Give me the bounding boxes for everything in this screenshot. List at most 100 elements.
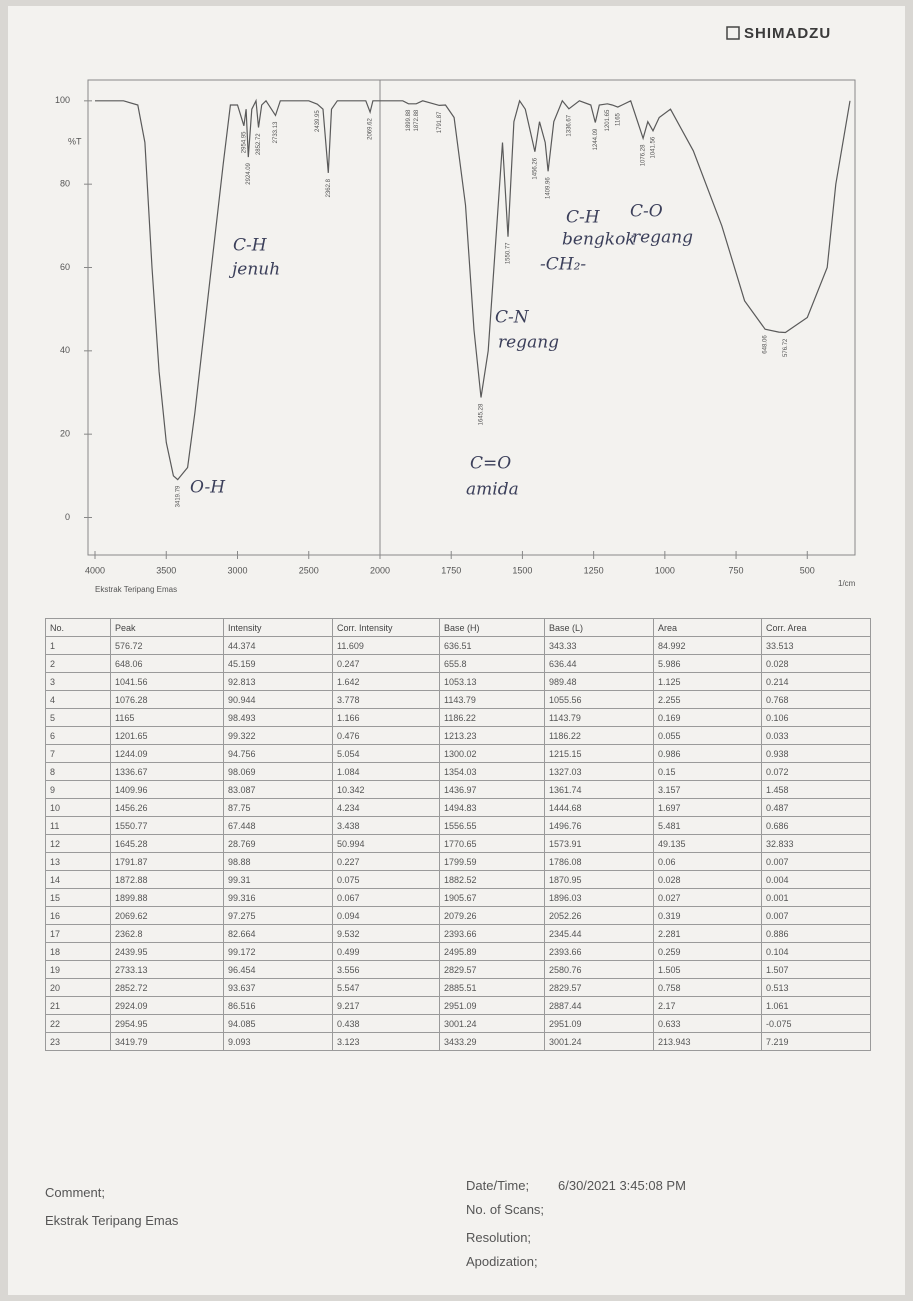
- table-cell: 87.75: [223, 798, 333, 817]
- table-cell: 5.481: [653, 816, 762, 835]
- table-cell: 3001.24: [439, 1014, 545, 1033]
- table-row: 9 1409.96 83.087 10.342 1436.97 1361.74 3.157 1…: [45, 780, 871, 799]
- column-header: Intensity: [223, 618, 333, 637]
- peak-label: 3419.79: [175, 485, 181, 507]
- table-cell: 1165: [110, 708, 224, 727]
- y-tick-label: 80: [60, 179, 70, 189]
- table-row: 17 2362.8 82.664 9.532 2393.66 2345.44 2.281 0.…: [45, 924, 871, 943]
- table-cell: 1.125: [653, 672, 762, 691]
- table-cell: 0.227: [332, 852, 440, 871]
- table-cell: 0.214: [761, 672, 871, 691]
- table-cell: 3433.29: [439, 1032, 545, 1051]
- table-cell: 2924.09: [110, 996, 224, 1015]
- table-cell: 4: [45, 690, 111, 709]
- table-cell: 4.234: [332, 798, 440, 817]
- table-cell: 3: [45, 672, 111, 691]
- table-cell: 99.31: [223, 870, 333, 889]
- x-tick-label: 1750: [441, 565, 461, 575]
- table-cell: 5.054: [332, 744, 440, 763]
- y-axis-label: %T: [68, 136, 82, 146]
- peak-label: 576.72: [783, 338, 789, 357]
- table-cell: 3.438: [332, 816, 440, 835]
- table-cell: 8: [45, 762, 111, 781]
- y-tick-label: 0: [65, 512, 70, 522]
- table-cell: 989.48: [544, 672, 654, 691]
- table-row: 3 1041.56 92.813 1.642 1053.13 989.48 1.125 0.2…: [45, 672, 871, 691]
- table-cell: 0.886: [761, 924, 871, 943]
- table-cell: 97.275: [223, 906, 333, 925]
- table-cell: 1213.23: [439, 726, 545, 745]
- peak-label: 648.06: [763, 335, 769, 354]
- table-cell: 0.106: [761, 708, 871, 727]
- peak-label: 1201.65: [605, 109, 611, 131]
- table-cell: 98.493: [223, 708, 333, 727]
- table-cell: 22: [45, 1014, 111, 1033]
- spectrum-chart: SHIMADZU %T Ekstrak Teripang Emas 1/cm O…: [55, 25, 856, 594]
- table-cell: 1.084: [332, 762, 440, 781]
- table-cell: 1791.87: [110, 852, 224, 871]
- peak-label: 2439.95: [315, 110, 321, 132]
- table-cell: 1.061: [761, 996, 871, 1015]
- table-cell: 1556.55: [439, 816, 545, 835]
- table-cell: 636.44: [544, 654, 654, 673]
- table-cell: 3.157: [653, 780, 762, 799]
- table-cell: 9: [45, 780, 111, 799]
- table-cell: 2951.09: [439, 996, 545, 1015]
- table-row: 1 576.72 44.374 11.609 636.51 343.33 84.992 33.…: [45, 636, 871, 655]
- table-cell: 2345.44: [544, 924, 654, 943]
- table-cell: 0.028: [653, 870, 762, 889]
- table-cell: 1055.56: [544, 690, 654, 709]
- table-row: 16 2069.62 97.275 0.094 2079.26 2052.26 0.319 0…: [45, 906, 871, 925]
- x-tick-label: 2500: [299, 565, 319, 575]
- table-cell: 21: [45, 996, 111, 1015]
- annotation: bengkok: [562, 230, 636, 250]
- datetime: 6/30/2021 3:45:08 PM: [558, 1178, 686, 1193]
- peak-label: 1899.88: [406, 109, 412, 131]
- table-cell: 6: [45, 726, 111, 745]
- table-cell: 2393.66: [544, 942, 654, 961]
- peak-label: 2852.72: [256, 133, 262, 155]
- peak-label: 1872.88: [414, 109, 420, 131]
- table-cell: 1899.88: [110, 888, 224, 907]
- table-cell: 0.104: [761, 942, 871, 961]
- table-cell: 18: [45, 942, 111, 961]
- table-cell: 0.007: [761, 852, 871, 871]
- table-cell: 1053.13: [439, 672, 545, 691]
- table-cell: 1.166: [332, 708, 440, 727]
- table-cell: 2885.51: [439, 978, 545, 997]
- table-cell: 0.438: [332, 1014, 440, 1033]
- spectrum-line: [95, 98, 851, 481]
- x-tick-label: 1000: [655, 565, 675, 575]
- table-cell: 1215.15: [544, 744, 654, 763]
- table-cell: 1870.95: [544, 870, 654, 889]
- peak-label: 2924.09: [246, 162, 252, 184]
- table-cell: 93.637: [223, 978, 333, 997]
- table-cell: 9.217: [332, 996, 440, 1015]
- table-cell: 2852.72: [110, 978, 224, 997]
- table-cell: 1143.79: [544, 708, 654, 727]
- peak-label: 1550.77: [506, 242, 512, 264]
- table-cell: 9.093: [223, 1032, 333, 1051]
- table-cell: 84.992: [653, 636, 762, 655]
- table-row: 13 1791.87 98.88 0.227 1799.59 1786.08 0.06 0.0…: [45, 852, 871, 871]
- y-tick-label: 100: [55, 95, 70, 105]
- table-cell: 7.219: [761, 1032, 871, 1051]
- peak-label: 1165: [615, 112, 621, 126]
- y-tick-label: 20: [60, 429, 70, 439]
- table-cell: 1550.77: [110, 816, 224, 835]
- table-cell: 2733.13: [110, 960, 224, 979]
- table-cell: 2393.66: [439, 924, 545, 943]
- table-cell: 2052.26: [544, 906, 654, 925]
- column-header: Peak: [110, 618, 224, 637]
- column-header: Base (L): [544, 618, 654, 637]
- annotation: O-H: [190, 478, 226, 498]
- table-cell: 3.123: [332, 1032, 440, 1051]
- table-cell: 2829.57: [439, 960, 545, 979]
- table-cell: 1143.79: [439, 690, 545, 709]
- table-cell: 1300.02: [439, 744, 545, 763]
- table-cell: 0.075: [332, 870, 440, 889]
- annotation: C-H: [566, 208, 601, 228]
- table-cell: 0.094: [332, 906, 440, 925]
- table-cell: 14: [45, 870, 111, 889]
